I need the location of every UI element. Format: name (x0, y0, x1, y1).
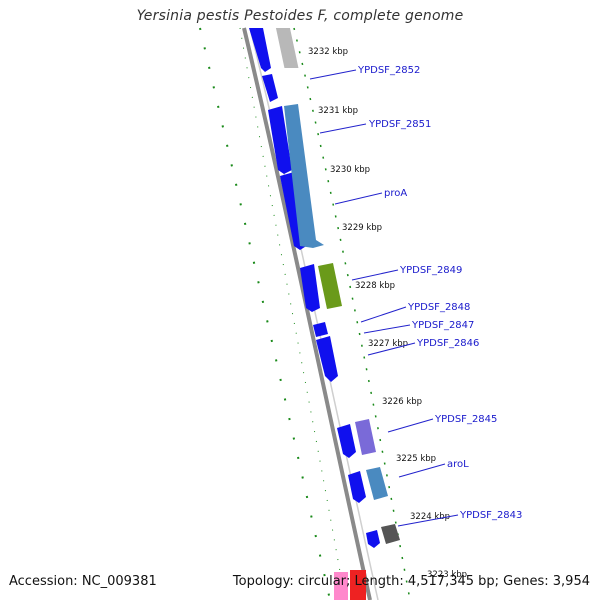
tick-label: 3229 kbp (342, 223, 382, 233)
cog-block (355, 419, 376, 455)
gene-label: YPDSF_2847 (411, 320, 474, 331)
cog-block (334, 572, 348, 600)
cds-block (249, 28, 271, 72)
backbone-ring (242, 27, 372, 600)
cog-block (284, 104, 324, 248)
cog-block (366, 467, 388, 500)
cog-block (318, 263, 342, 309)
tick-label: 3225 kbp (396, 454, 436, 464)
cog-track (275, 28, 400, 600)
gene-label: proA (384, 188, 407, 199)
cog-block (381, 524, 400, 544)
leader-line (387, 418, 434, 433)
tick-label: 3226 kbp (382, 397, 422, 407)
tick-label: 3231 kbp (318, 106, 358, 116)
cds-block (366, 530, 380, 548)
leader-line (398, 463, 446, 478)
guide-ring-inner (239, 27, 346, 600)
gene-label: YPDSF_2852 (357, 65, 420, 76)
kbp-ticks: 3232 kbp 3231 kbp 3230 kbp 3229 kbp 3228… (308, 47, 467, 580)
map-title: Yersinia pestis Pestoides F, complete ge… (136, 8, 464, 24)
cds-block (316, 336, 338, 382)
leader-line (351, 269, 399, 281)
gene-label: YPDSF_2843 (459, 510, 522, 521)
cds-track (249, 28, 380, 548)
gene-label: YPDSF_2845 (434, 414, 497, 425)
tick-label: 3230 kbp (330, 165, 370, 175)
tick-label: 3223 kbp (427, 570, 467, 580)
leader-line (334, 192, 383, 205)
backbone-ring-inner (249, 27, 379, 600)
leader-line (367, 342, 416, 356)
accession-text: Accession: NC_009381 (9, 574, 157, 589)
tick-label: 3232 kbp (308, 47, 348, 57)
genome-summary-text: Topology: circular; Length: 4,517,345 bp… (232, 574, 590, 589)
cds-block (300, 264, 320, 312)
leader-line (360, 306, 407, 323)
gene-label: aroL (447, 459, 469, 470)
gene-label: YPDSF_2849 (399, 265, 462, 276)
gene-leaders (309, 69, 459, 527)
tick-label: 3227 kbp (368, 339, 408, 349)
leader-line (397, 514, 459, 527)
cds-block (268, 106, 292, 174)
tick-label: 3224 kbp (410, 512, 450, 522)
cog-block (275, 28, 299, 68)
leader-line (309, 69, 357, 80)
cds-block (262, 74, 278, 102)
cds-block (313, 322, 328, 337)
tick-label: 3228 kbp (355, 281, 395, 291)
gene-label: YPDSF_2848 (407, 302, 470, 313)
leader-line (363, 324, 411, 334)
gene-label: YPDSF_2846 (416, 338, 479, 349)
leader-line (319, 123, 367, 134)
cds-block (348, 471, 366, 503)
gene-label: YPDSF_2851 (368, 119, 431, 130)
cog-block (350, 570, 366, 600)
gene-labels: YPDSF_2852 YPDSF_2851 proA YPDSF_2849 YP… (357, 65, 522, 521)
cds-block (337, 424, 356, 458)
